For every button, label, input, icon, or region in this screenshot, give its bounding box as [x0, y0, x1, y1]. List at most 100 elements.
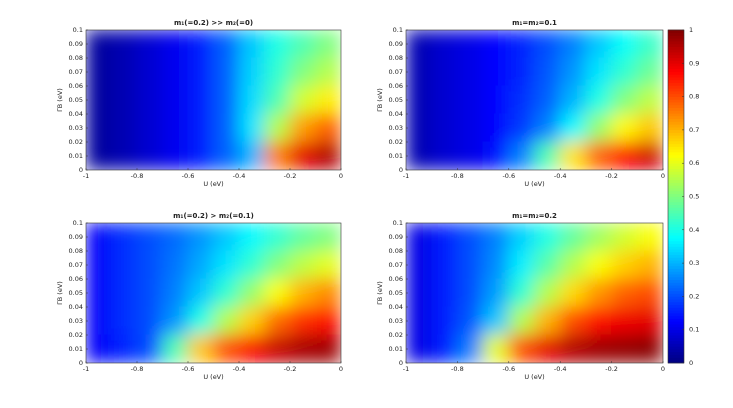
y-tick-label: 0.05: [389, 96, 403, 104]
heatmap-cell: [238, 250, 265, 280]
x-tick-label: -0.8: [451, 365, 464, 373]
heatmap-cell: [636, 113, 663, 143]
heatmap-cell: [456, 306, 484, 336]
y-tick-label: 0.03: [389, 317, 403, 325]
heatmap-area: [406, 30, 663, 170]
colorbar-segment: [668, 196, 684, 200]
heatmap-cell: [264, 30, 291, 59]
colorbar-segment: [668, 193, 684, 197]
colorbar-tick-label: 0.8: [689, 93, 699, 101]
colorbar-segment: [668, 93, 684, 97]
heatmap-cell: [162, 85, 189, 115]
x-tick-label: -1: [83, 365, 89, 373]
colorbar-segment: [668, 301, 684, 306]
heatmap-cell: [238, 30, 265, 59]
heatmap-cell: [86, 250, 112, 280]
heatmap-cell: [559, 334, 587, 363]
heatmap-cell: [508, 223, 535, 252]
colorbar-segment: [668, 237, 684, 242]
x-tick-label: -0.6: [502, 365, 515, 373]
heatmap-cell: [406, 30, 433, 59]
colorbar-segment: [668, 140, 684, 145]
heatmap-cell: [431, 223, 458, 252]
heatmap-cell: [136, 113, 163, 143]
heatmap-cell: [86, 306, 112, 336]
y-tick-label: 0.09: [389, 40, 403, 48]
heatmap-cell: [136, 278, 163, 308]
heatmap-cell: [289, 30, 316, 59]
heatmap-cell: [611, 334, 638, 363]
heatmap-cell: [213, 250, 240, 280]
heatmap-cell: [636, 278, 663, 308]
heatmap-cell: [238, 306, 265, 336]
heatmap-cell: [289, 278, 316, 308]
colorbar-segment: [668, 337, 684, 342]
colorbar-segment: [668, 182, 684, 186]
heatmap-cell: [187, 85, 214, 115]
colorbar-segment: [668, 251, 684, 256]
colorbar-segment: [668, 340, 684, 344]
colorbar-segment: [668, 348, 684, 353]
heatmap-cell: [162, 57, 189, 87]
heatmap-cell: [456, 141, 484, 170]
y-tick-label: 0.01: [389, 152, 403, 160]
heatmap-cell: [611, 250, 638, 280]
heatmap-cell: [508, 334, 535, 363]
heatmap-cell: [238, 278, 265, 308]
x-axis-label: U (eV): [203, 373, 223, 381]
y-tick-label: 0.02: [389, 138, 403, 146]
heatmap-cell: [585, 250, 613, 280]
heatmap-cell: [406, 306, 433, 336]
colorbar-segment: [668, 190, 684, 195]
heatmap-cell: [636, 30, 663, 59]
y-tick-label: 0.01: [389, 345, 403, 353]
heatmap-cell: [264, 85, 291, 115]
colorbar-segment: [668, 329, 684, 333]
colorbar-segment: [668, 248, 684, 253]
y-tick-label: 0.05: [389, 289, 403, 297]
colorbar-tick-label: 0.4: [689, 226, 699, 234]
heatmap-cell: [86, 113, 112, 143]
colorbar-segment: [668, 32, 684, 36]
colorbar-segment: [668, 185, 684, 189]
heatmap-cell: [611, 141, 638, 170]
heatmap-cell: [86, 141, 112, 170]
heatmap-cell: [86, 223, 112, 252]
colorbar-segment: [668, 65, 684, 70]
heatmap-cell: [111, 334, 138, 363]
colorbar-segment: [668, 207, 684, 211]
colorbar-tick-label: 1: [689, 26, 693, 34]
y-tick-label: 0.08: [69, 54, 83, 62]
heatmap-cell: [406, 141, 433, 170]
y-tick-label: 0.01: [69, 152, 83, 160]
heatmap-cell: [585, 278, 613, 308]
colorbar-segment: [668, 176, 684, 181]
heatmap-cell: [111, 278, 138, 308]
heatmap-cell: [559, 223, 587, 252]
heatmap-cell: [406, 278, 433, 308]
heatmap-cell: [482, 57, 510, 87]
heatmap-cell: [406, 223, 433, 252]
y-tick-label: 0.1: [73, 26, 83, 34]
heatmap-cell: [289, 113, 316, 143]
colorbar-segment: [668, 85, 684, 89]
x-tick-label: -0.4: [233, 172, 246, 180]
heatmap-cell: [406, 250, 433, 280]
y-tick-label: 0.06: [389, 275, 403, 283]
heatmap-cell: [111, 57, 138, 87]
heatmap-cell: [585, 30, 613, 59]
colorbar-segment: [668, 63, 684, 67]
heatmap-cell: [431, 85, 458, 115]
heatmap-cell: [508, 141, 535, 170]
y-tick-label: 0.06: [69, 82, 83, 90]
heatmap-cell: [559, 85, 587, 115]
heatmap-cell: [289, 250, 316, 280]
heatmap-cell: [264, 57, 291, 87]
y-tick-label: 0.08: [389, 247, 403, 255]
heatmap-cell: [238, 113, 265, 143]
heatmap-cell: [136, 334, 163, 363]
heatmap-cell: [508, 85, 535, 115]
x-tick-label: -0.4: [233, 365, 246, 373]
colorbar-segment: [668, 279, 684, 283]
heatmap-cell: [289, 141, 316, 170]
